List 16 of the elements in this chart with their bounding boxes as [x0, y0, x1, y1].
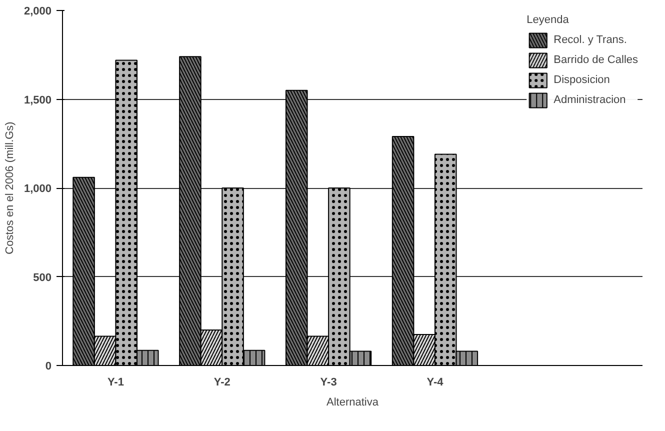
y-tick-label: 0: [45, 360, 52, 372]
x-tick-label: Y-3: [320, 376, 337, 388]
legend-label: Administracion: [554, 94, 626, 106]
y-tick-label: 500: [33, 272, 52, 284]
y-axis-title: Costos en el 2006 (mill.Gs): [4, 122, 16, 254]
y-tick-label: 1,000: [24, 183, 52, 195]
x-tick-label: Y-2: [214, 376, 230, 388]
y-tick-label: 2,000: [24, 6, 52, 18]
legend-label: Barrido de Calles: [554, 54, 638, 66]
x-tick-label: Y-1: [107, 376, 124, 388]
legend-title: Leyenda: [526, 14, 570, 26]
y-tick-label: 1,500: [24, 94, 52, 106]
x-tick-label: Y-4: [426, 376, 444, 388]
legend-label: Disposicion: [554, 74, 610, 86]
legend-label: Recol. y Trans.: [554, 34, 627, 46]
x-axis-title: Alternativa: [326, 396, 380, 408]
